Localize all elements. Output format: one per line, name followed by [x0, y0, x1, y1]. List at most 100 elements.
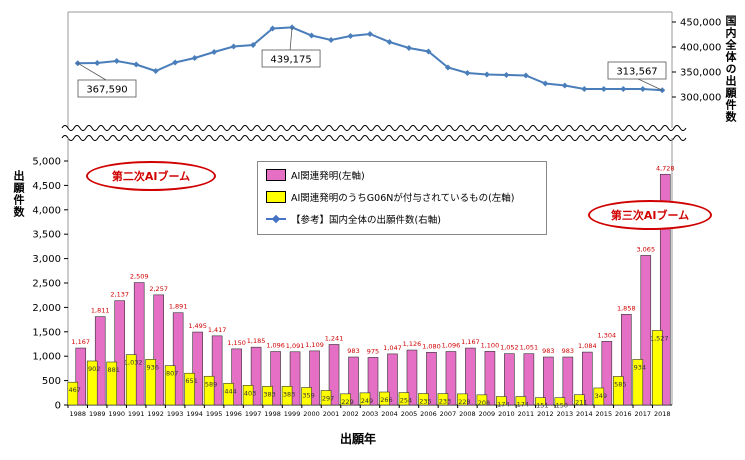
data-label-g06n: 651: [185, 377, 197, 385]
data-label-ai: 1,096: [266, 342, 285, 350]
data-label-g06n: 585: [614, 380, 626, 388]
callout-label: 313,567: [616, 67, 657, 78]
x-tick-label: 2008: [459, 410, 476, 418]
bar-g06n: [86, 360, 98, 406]
data-label-g06n: 881: [107, 366, 119, 374]
bar-g06n: [612, 376, 624, 406]
data-label-g06n: 349: [595, 392, 607, 400]
bar-ai: [523, 353, 535, 406]
x-tick-label: 1994: [186, 410, 203, 418]
data-label-g06n: 934: [634, 363, 646, 371]
x-tick-label: 2004: [381, 410, 398, 418]
data-label-g06n: 467: [69, 386, 81, 394]
bar-g06n: [262, 386, 273, 406]
data-label-g06n: 403: [244, 389, 256, 397]
total-line-point: [522, 72, 529, 79]
data-label-ai: 1,096: [442, 342, 461, 350]
x-tick-label: 2006: [420, 410, 437, 418]
total-line-point: [386, 39, 393, 45]
data-label-ai: 2,137: [110, 291, 129, 299]
left-tick-label: 4,500: [32, 181, 61, 192]
bar-ai: [387, 353, 398, 406]
bar-g06n: [320, 390, 332, 406]
bar-ai: [153, 294, 164, 406]
data-label-g06n: 936: [146, 363, 158, 371]
data-label-g06n: 1,032: [124, 359, 143, 367]
total-line-point: [561, 82, 568, 89]
bar-ai: [465, 347, 476, 406]
bar-ai: [504, 353, 515, 406]
data-label-g06n: 235: [419, 398, 431, 406]
total-line-point: [542, 80, 549, 87]
total-line-point: [191, 55, 198, 61]
total-line-point: [425, 48, 432, 55]
data-label-g06n: 208: [478, 399, 490, 407]
data-label-g06n: 229: [341, 398, 353, 406]
data-label-g06n: 174: [497, 401, 509, 409]
data-label-ai: 1,167: [461, 338, 480, 346]
data-label-g06n: 383: [263, 390, 275, 398]
bar-g06n: [125, 354, 137, 406]
bar-ai: [484, 351, 496, 406]
right-tick-label: 400,000: [680, 43, 721, 54]
x-tick-label: 2003: [362, 410, 379, 418]
data-label-g06n: 211: [575, 399, 587, 407]
bar-g06n: [476, 394, 488, 406]
bar-ai: [445, 351, 457, 406]
data-label-ai: 4,728: [656, 164, 675, 172]
bar-g06n: [340, 393, 351, 406]
data-label-ai: 1,051: [520, 344, 539, 352]
legend-swatch-yellow: [266, 191, 286, 203]
total-line-point: [620, 86, 627, 92]
data-label-ai: 1,109: [305, 341, 324, 349]
x-tick-label: 2005: [401, 410, 418, 418]
data-label-ai: 3,065: [636, 245, 655, 253]
bar-g06n: [281, 386, 293, 406]
bar-g06n: [379, 391, 390, 406]
data-label-ai: 1,241: [325, 334, 344, 342]
x-tick-label: 1998: [264, 410, 281, 418]
bar-ai: [270, 351, 281, 406]
total-line-point: [269, 25, 276, 32]
bar-g06n: [242, 385, 254, 406]
left-tick-label: 2,500: [32, 279, 61, 290]
data-label-ai: 1,891: [169, 303, 188, 311]
bar-g06n: [437, 393, 449, 406]
x-tick-label: 1988: [69, 410, 86, 418]
x-tick-label: 2000: [303, 410, 320, 418]
x-tick-label: 1993: [167, 410, 184, 418]
right-tick-label: 350,000: [680, 68, 721, 79]
legend-label-ai: AI関連発明(左軸): [291, 171, 365, 182]
total-line-point: [503, 72, 510, 78]
data-label-ai: 975: [367, 347, 379, 355]
bar-g06n: [67, 381, 79, 406]
data-label-g06n: 589: [205, 380, 217, 388]
data-label-g06n: 228: [458, 398, 470, 406]
left-tick-label: 500: [42, 376, 61, 387]
data-label-g06n: 359: [302, 391, 314, 399]
data-label-g06n: 249: [361, 397, 373, 405]
data-label-ai: 2,509: [130, 273, 149, 281]
bar-g06n: [301, 387, 312, 406]
data-label-ai: 983: [562, 347, 574, 355]
x-tick-label: 2013: [557, 410, 574, 418]
left-tick-label: 5,000: [32, 157, 61, 168]
x-tick-label: 1992: [147, 410, 164, 418]
bar-ai: [543, 356, 554, 406]
bar-ai: [582, 351, 593, 406]
bar-ai: [406, 349, 418, 406]
bar-ai: [659, 173, 671, 406]
bar-g06n: [496, 396, 507, 406]
left-tick-label: 3,000: [32, 254, 61, 265]
bar-ai: [114, 300, 126, 406]
x-tick-label: 2009: [479, 410, 496, 418]
third-ai-boom-annotation: 第三次AIブーム: [588, 200, 712, 230]
data-label-ai: 1,811: [91, 307, 110, 315]
bar-ai: [192, 331, 203, 406]
data-label-ai: 983: [542, 347, 554, 355]
left-tick-label: 1,500: [32, 327, 61, 338]
bar-ai: [172, 312, 184, 406]
bar-ai: [75, 347, 87, 406]
bar-g06n: [457, 393, 468, 406]
bar-ai: [309, 350, 320, 406]
